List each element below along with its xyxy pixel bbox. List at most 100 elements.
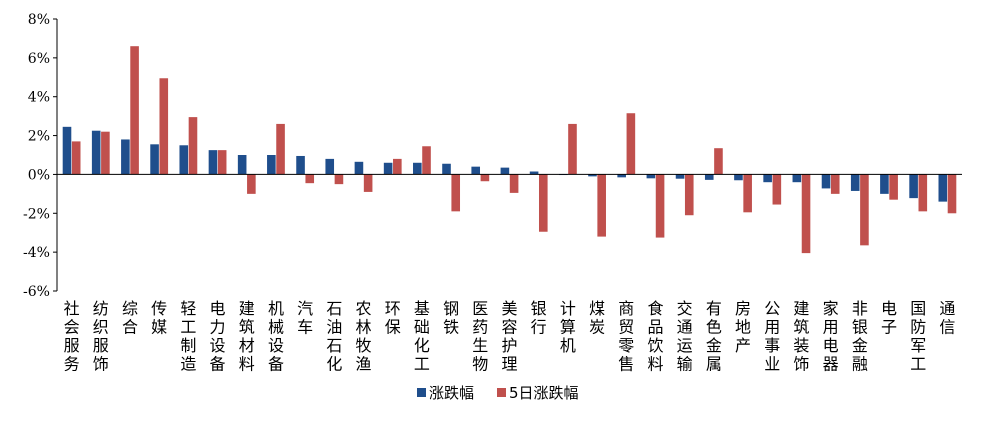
- category-label: 基础化工: [414, 299, 430, 374]
- bar-change: [413, 162, 422, 175]
- category-label: 有色金属: [706, 299, 722, 374]
- bars: [62, 46, 957, 254]
- bar-5day-change: [101, 131, 110, 175]
- bar-5day-change: [71, 141, 81, 175]
- category-label: 综合: [122, 299, 138, 337]
- category-label: 银行: [531, 299, 547, 337]
- y-tick-label: 4%: [28, 90, 50, 106]
- bar-change: [296, 155, 305, 175]
- bar-5day-change: [509, 174, 519, 193]
- y-tick-label: 0%: [28, 167, 50, 183]
- bar-change: [938, 174, 948, 202]
- bar-5day-change: [743, 174, 752, 213]
- bar-5day-change: [801, 174, 811, 254]
- bar-5day-change: [334, 174, 344, 185]
- bar-5day-change: [538, 174, 548, 232]
- bar-change: [442, 163, 451, 175]
- bar-5day-change: [422, 146, 431, 175]
- category-label: 食品饮料: [647, 299, 663, 374]
- bar-change: [821, 174, 831, 189]
- category-label: 电力设备: [210, 299, 226, 374]
- bar-5day-change: [889, 174, 898, 200]
- y-axis: -6% -4% -2% 0% 2% 4% 6% 8%: [23, 12, 58, 300]
- bar-change: [792, 174, 802, 183]
- category-label: 轻工制造: [180, 299, 196, 374]
- bar-5day-change: [276, 123, 285, 175]
- bar-change: [500, 167, 510, 175]
- bar-change: [588, 174, 597, 177]
- bar-5day-change: [188, 117, 198, 175]
- category-label: 钢铁: [443, 299, 459, 337]
- bar-5day-change: [480, 174, 490, 182]
- bar-5day-change: [451, 174, 461, 212]
- bar-5day-change: [772, 174, 782, 205]
- bar-change: [850, 174, 860, 191]
- category-label: 环保: [385, 299, 401, 337]
- bar-5day-change: [626, 113, 636, 175]
- category-label: 商贸零售: [618, 299, 634, 374]
- bar-5day-change: [363, 174, 373, 192]
- legend-swatch-change: [417, 388, 426, 397]
- category-label: 计算机: [560, 299, 576, 355]
- category-label: 煤炭: [589, 299, 605, 337]
- category-label: 美容护理: [501, 299, 517, 374]
- bar-5day-change: [159, 78, 169, 175]
- category-label: 房地产: [735, 299, 751, 355]
- y-tick-label: 2%: [28, 129, 50, 145]
- bar-change: [529, 171, 539, 175]
- category-label: 通信: [939, 299, 955, 337]
- category-labels: 社会服务纺织服饰综合传媒轻工制造电力设备建筑材料机械设备汽车石油石化农林牧渔环保…: [64, 299, 956, 374]
- bar-change: [383, 162, 393, 175]
- bar-5day-change: [860, 174, 869, 246]
- category-label: 农林牧渔: [356, 299, 372, 374]
- bar-5day-change: [684, 174, 694, 216]
- bar-change: [208, 150, 218, 175]
- y-tick-label: 6%: [28, 51, 50, 67]
- bar-change: [121, 139, 130, 175]
- bar-5day-change: [947, 174, 957, 214]
- legend-swatch-5day-change: [497, 388, 506, 397]
- bar-5day-change: [830, 174, 840, 194]
- bar-change: [763, 174, 772, 183]
- bar-change: [354, 161, 364, 175]
- bar-change: [617, 174, 626, 178]
- bar-change: [880, 174, 889, 194]
- bar-5day-change: [130, 46, 139, 175]
- bar-5day-change: [247, 174, 256, 194]
- category-label: 交通运输: [677, 299, 693, 374]
- bar-5day-change: [714, 148, 723, 175]
- category-label: 建筑装饰: [793, 299, 809, 374]
- bar-5day-change: [597, 174, 606, 237]
- bar-change: [325, 158, 335, 175]
- category-label: 纺织服饰: [93, 299, 109, 374]
- y-tick-label: -6%: [23, 284, 50, 300]
- legend: 涨跌幅 5日涨跌幅: [417, 384, 579, 402]
- bar-change: [704, 174, 714, 180]
- bar-change: [62, 126, 72, 175]
- bar-change: [675, 174, 685, 179]
- bar-change: [909, 174, 918, 199]
- y-tick-label: -4%: [23, 245, 50, 261]
- bar-change: [150, 144, 159, 175]
- bar-change: [734, 174, 743, 181]
- y-tick-label: -2%: [23, 206, 50, 222]
- category-label: 非银金融: [852, 299, 868, 374]
- category-label: 石油石化: [326, 299, 342, 374]
- bar-change: [267, 155, 276, 175]
- legend-label-change: 涨跌幅: [429, 384, 474, 402]
- category-label: 电子: [881, 299, 897, 337]
- bar-change: [471, 166, 481, 175]
- category-label: 国防军工: [910, 299, 926, 374]
- category-label: 建筑材料: [239, 299, 255, 374]
- category-label: 传媒: [151, 299, 167, 337]
- category-label: 机械设备: [268, 299, 284, 374]
- bar-change: [646, 174, 656, 179]
- bar-5day-change: [305, 174, 315, 184]
- bar-change: [179, 145, 189, 175]
- y-tick-label: 8%: [28, 12, 50, 28]
- bar-5day-change: [393, 158, 402, 175]
- bar-5day-change: [568, 123, 577, 175]
- category-label: 家用电器: [823, 299, 839, 374]
- bar-change: [237, 155, 247, 175]
